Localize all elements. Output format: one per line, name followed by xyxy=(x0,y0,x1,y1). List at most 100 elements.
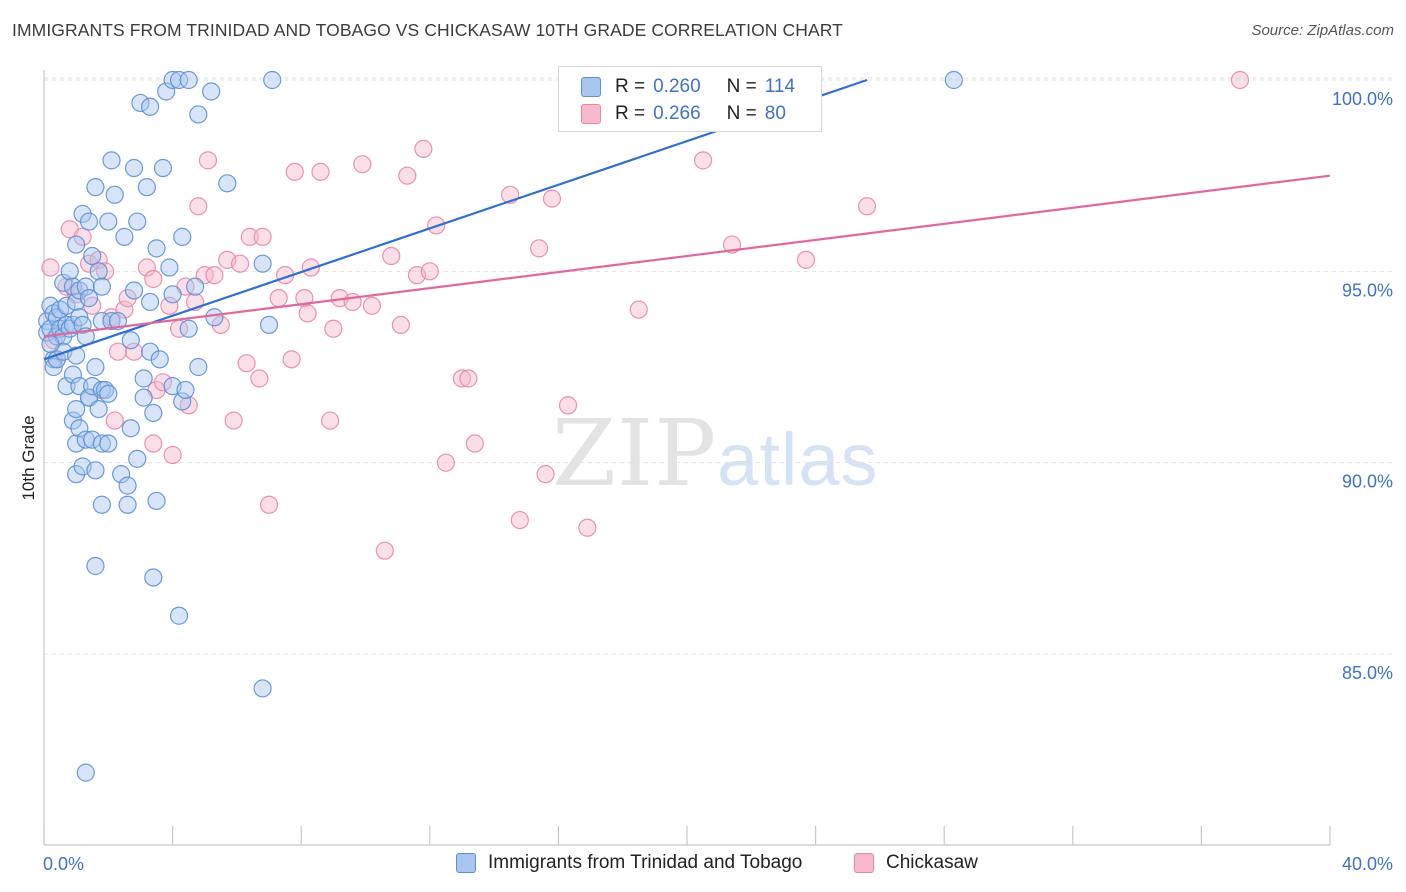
trinidad-point xyxy=(79,289,99,308)
trinidad-point xyxy=(108,311,128,331)
r-value: 0.266 xyxy=(653,103,701,124)
chickasaw-point xyxy=(542,189,562,208)
chickasaw-point xyxy=(301,258,320,277)
chickasaw-point xyxy=(857,197,877,216)
trinidad-point xyxy=(144,403,163,423)
trinidad-point xyxy=(115,227,134,246)
trinidad-point xyxy=(86,357,105,377)
trinidad-point xyxy=(63,365,83,384)
watermark-atlas: atlas xyxy=(717,418,879,501)
trinidad-point xyxy=(147,239,166,258)
chickasaw-point xyxy=(250,369,269,388)
chickasaw-point xyxy=(414,139,433,158)
trinidad-point xyxy=(253,679,272,698)
y-tick-label: 90.0% xyxy=(1342,472,1393,492)
chickasaw-point xyxy=(398,166,417,185)
chickasaw-point xyxy=(353,155,372,174)
series-trinidad-points xyxy=(38,70,963,782)
chickasaw-point xyxy=(124,342,144,361)
chickasaw-point xyxy=(231,254,250,273)
trinidad-point xyxy=(67,235,86,254)
n-value: 114 xyxy=(764,76,796,97)
trinidad-point xyxy=(54,273,73,292)
chickasaw-point xyxy=(382,246,401,266)
legend-label-chickasaw: Chickasaw xyxy=(886,852,978,873)
trinidad-point xyxy=(259,315,279,335)
legend-item-trinidad[interactable]: Immigrants from Trinidad and Tobago xyxy=(456,852,802,874)
trinidad-point xyxy=(67,346,86,365)
trinidad-point xyxy=(128,449,147,468)
chickasaw-point xyxy=(530,239,549,258)
chickasaw-point xyxy=(137,258,156,277)
trinidad-point xyxy=(67,399,86,419)
chickasaw-point xyxy=(558,396,578,415)
trinidad-point xyxy=(121,419,140,438)
chickasaw-point xyxy=(198,151,218,170)
legend-swatch-trinidad xyxy=(581,77,601,97)
chickasaw-point xyxy=(536,465,555,484)
chickasaw-point xyxy=(285,162,304,181)
trinidad-point xyxy=(102,151,121,170)
chickasaw-point xyxy=(465,434,484,453)
trinidad-point xyxy=(76,763,95,782)
y-tick-label: 100.0% xyxy=(1332,89,1393,109)
legend-label-trinidad: Immigrants from Trinidad and Tobago xyxy=(488,852,803,873)
legend-swatch-chickasaw xyxy=(854,853,874,873)
chickasaw-point xyxy=(321,411,340,430)
chickasaw-point xyxy=(436,453,455,472)
n-label: N = xyxy=(726,103,757,124)
chickasaw-point xyxy=(459,369,478,388)
trinidad-point xyxy=(86,178,105,197)
legend-item-chickasaw[interactable]: Chickasaw xyxy=(854,852,978,874)
trinidad-point xyxy=(944,70,963,90)
chickasaw-point xyxy=(160,296,179,315)
chickasaw-point xyxy=(95,262,115,281)
chickasaw-point xyxy=(362,296,382,315)
r-value: 0.260 xyxy=(653,76,701,97)
trinidad-point xyxy=(131,93,150,113)
trinidad-point xyxy=(86,461,105,480)
trinidad-point xyxy=(137,178,156,197)
trinidad-point xyxy=(205,308,224,327)
r-label: R = xyxy=(615,76,646,97)
trinidad-point xyxy=(163,70,182,90)
legend-swatch-trinidad xyxy=(456,853,476,873)
chickasaw-point xyxy=(189,197,208,216)
trinidad-point xyxy=(57,296,76,315)
chickasaw-point xyxy=(163,445,182,465)
stats-legend: R = 0.260 N = 114 R = 0.266 N = 80 xyxy=(558,66,822,132)
chickasaw-point xyxy=(237,354,256,373)
chickasaw-point xyxy=(144,269,163,289)
y-tick-label: 85.0% xyxy=(1342,663,1393,683)
trinidad-point xyxy=(186,277,205,296)
legend-swatch-chickasaw xyxy=(581,104,601,124)
trinidad-point xyxy=(202,82,221,101)
trinidad-point xyxy=(112,465,131,484)
chickasaw-point xyxy=(253,227,272,246)
trinidad-point xyxy=(118,495,137,514)
chickasaw-point xyxy=(153,373,173,392)
chickasaw-point xyxy=(240,227,259,246)
trinidad-point xyxy=(144,568,163,587)
trinidad-point xyxy=(140,97,160,116)
trinidad-point xyxy=(92,434,111,453)
trinidad-point xyxy=(169,606,189,625)
tick-labels: 85.0% 90.0% 95.0% 100.0% 0.0% 40.0% 10th Grade xyxy=(19,89,1393,874)
chickasaw-point xyxy=(115,300,134,319)
trinidad-point xyxy=(57,377,76,396)
trinidad-point xyxy=(163,285,182,304)
chickasaw-point xyxy=(144,434,163,453)
series-legend: Immigrants from Trinidad and Tobago Chic… xyxy=(0,852,1406,878)
trinidad-point xyxy=(86,556,105,576)
chickasaw-point xyxy=(105,411,124,430)
trinidad-point xyxy=(89,262,108,281)
chart-title: IMMIGRANTS FROM TRINIDAD AND TOBAGO VS C… xyxy=(12,20,843,40)
trinidad-point xyxy=(176,380,195,400)
trinidad-point xyxy=(70,419,89,438)
n-label: N = xyxy=(726,76,757,97)
trinidad-point xyxy=(157,82,176,101)
source-label: Source: ZipAtlas.com xyxy=(1251,22,1394,39)
trinidad-point xyxy=(218,174,237,193)
x-tick-label: 0.0% xyxy=(43,854,84,874)
